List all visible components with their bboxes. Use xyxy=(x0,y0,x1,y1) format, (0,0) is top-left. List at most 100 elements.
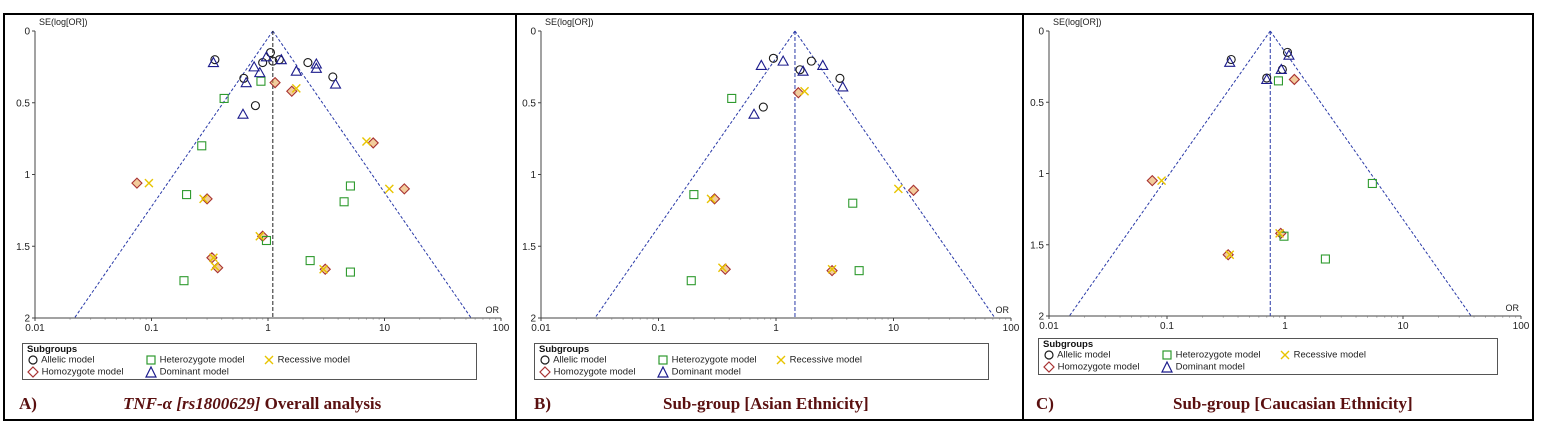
x-tick-label: 0.01 xyxy=(25,323,45,334)
circle-icon xyxy=(28,355,38,365)
panel-caption: Sub-group [Asian Ethnicity] xyxy=(663,394,869,414)
triangle-icon xyxy=(1161,360,1173,373)
y-tick-label: 0.5 xyxy=(16,98,30,109)
recessive-point xyxy=(827,264,837,274)
homozygote-point xyxy=(319,263,332,275)
heterozygote-point xyxy=(1273,76,1283,86)
homozygote-point xyxy=(206,251,218,264)
dominant-point xyxy=(816,59,829,70)
homozygote-point xyxy=(1274,227,1287,240)
x-tick-label: 100 xyxy=(493,323,510,334)
x-tick-label: 0.1 xyxy=(1160,321,1174,332)
x-tick-label: 0.01 xyxy=(1039,321,1059,332)
legend: Subgroups Allelic model Heterozygote mod… xyxy=(534,343,989,380)
panel-letter: C) xyxy=(1036,394,1054,413)
panel-a: 0 0.5 1 1.5 2 0.01 0.1 1 10 100 SE(log[OR]) OR Subg… xyxy=(5,13,515,421)
dominant-point xyxy=(1260,73,1273,84)
legend-label: Homozygote model xyxy=(553,366,636,378)
x-tick-label: 0.01 xyxy=(531,323,551,334)
x-tick-label: 10 xyxy=(379,323,391,334)
legend-label: Heterozygote model xyxy=(159,354,245,366)
legend: Subgroups Allelic model Heterozygote mod… xyxy=(22,343,477,380)
dominant-point xyxy=(248,60,261,72)
y-tick-label: 2 xyxy=(1038,312,1044,323)
dominant-point xyxy=(777,55,790,66)
funnel-plot-b: 0 0.5 1 1.5 20.01 0.1 1 10 100 SE(log[OR]) OR xyxy=(522,17,1020,334)
dominant-point xyxy=(1283,49,1295,60)
y-tick-label: 2 xyxy=(530,314,536,325)
x-tick-label: 100 xyxy=(1513,321,1530,332)
caption-rest: Sub-group [Caucasian Ethnicity] xyxy=(1173,394,1413,413)
heterozygote-point xyxy=(686,276,696,286)
allelic-point xyxy=(1226,54,1236,65)
triangle-icon xyxy=(657,365,669,378)
caption-rest: Overall analysis xyxy=(260,394,382,413)
y-tick-label: 1.5 xyxy=(522,242,536,253)
homozygote-point xyxy=(1222,248,1234,261)
y-tick-label: 0.5 xyxy=(522,98,536,109)
homozygote-point xyxy=(1146,174,1159,187)
y-axis-label: SE(log[OR]) xyxy=(39,17,88,27)
x-tick-label: 1 xyxy=(773,323,779,334)
recessive-point xyxy=(361,137,371,146)
y-tick-label: 1 xyxy=(530,170,536,181)
cross-icon xyxy=(264,355,274,365)
recessive-point xyxy=(199,194,209,204)
y-tick-label: 1.5 xyxy=(1030,240,1044,251)
heterozygote-point xyxy=(689,190,699,200)
legend-label: Dominant model xyxy=(671,366,741,378)
dominant-point xyxy=(275,53,288,65)
recessive-point xyxy=(1275,228,1285,238)
x-axis-label: OR xyxy=(486,305,500,315)
dominant-point xyxy=(310,62,323,73)
dominant-point xyxy=(329,77,342,89)
dominant-point xyxy=(797,65,810,76)
legend-label: Dominant model xyxy=(159,366,229,378)
heterozygote-point xyxy=(261,235,272,246)
heterozygote-point xyxy=(339,197,349,207)
legend-title: Subgroups xyxy=(539,344,590,355)
dominant-point xyxy=(290,65,303,76)
dominant-point xyxy=(260,50,273,62)
panel-caption: Sub-group [Caucasian Ethnicity] xyxy=(1173,394,1413,414)
funnel-right-line xyxy=(1269,30,1472,317)
legend-item-homozygote: Homozygote model xyxy=(27,366,124,378)
homozygote-point xyxy=(826,264,838,277)
legend-title: Subgroups xyxy=(1043,339,1094,350)
legend-item-dominant: Dominant model xyxy=(657,365,741,378)
panel-b: 0 0.5 1 1.5 2 0.01 0.1 1 10 100 SE(log[OR]) OR Subg… xyxy=(517,13,1022,421)
x-axis-label: OR xyxy=(996,305,1010,315)
homozygote-point xyxy=(131,177,143,189)
allelic-point xyxy=(768,53,778,63)
heterozygote-point xyxy=(854,266,864,276)
recessive-point xyxy=(291,83,301,93)
panel-c: 0 0.5 1 1.5 2 0.01 0.1 1 10 100 SE(log[OR]) OR Subg… xyxy=(1024,13,1532,421)
allelic-point xyxy=(328,72,338,82)
legend-label: Allelic model xyxy=(41,354,95,366)
dominant-point xyxy=(748,108,760,119)
funnel-left-line xyxy=(74,30,274,319)
legend-label: Allelic model xyxy=(553,354,607,366)
dominant-point xyxy=(310,57,323,69)
legend-item-recessive: Recessive model xyxy=(1279,349,1366,361)
heterozygote-point xyxy=(1320,254,1330,264)
legend-item-dominant: Dominant model xyxy=(1161,360,1245,373)
x-tick-label: 0.1 xyxy=(145,323,159,334)
diamond-icon xyxy=(539,366,551,378)
legend-label: Dominant model xyxy=(1175,361,1245,373)
legend-label: Heterozygote model xyxy=(1175,349,1261,361)
homozygote-point xyxy=(398,183,411,195)
y-tick-label: 0 xyxy=(1038,27,1044,38)
funnel-left-line xyxy=(594,30,796,319)
legend-label: Recessive model xyxy=(277,354,350,366)
x-tick-label: 1 xyxy=(1282,321,1288,332)
allelic-point xyxy=(303,58,313,68)
legend-item-recessive: Recessive model xyxy=(775,354,862,366)
heterozygote-point xyxy=(345,181,355,191)
heterozygote-point xyxy=(345,267,355,277)
x-axis-label: OR xyxy=(1506,303,1520,313)
allelic-point xyxy=(795,65,805,75)
figure-frame xyxy=(3,13,1534,421)
triangle-icon xyxy=(145,365,157,378)
recessive-point xyxy=(144,178,154,188)
